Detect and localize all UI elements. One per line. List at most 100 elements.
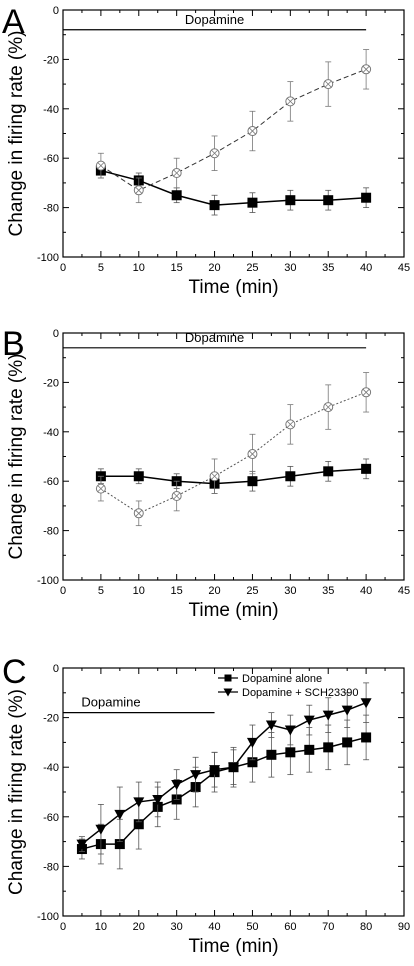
data-point — [114, 839, 125, 850]
data-point — [303, 715, 315, 726]
data-point — [247, 197, 258, 208]
data-point — [133, 797, 145, 808]
y-tick-label: 0 — [53, 5, 59, 17]
data-point — [266, 749, 277, 760]
data-point-cross — [287, 421, 294, 428]
data-point — [133, 471, 144, 482]
x-tick-label: 40 — [360, 585, 372, 597]
y-axis-label: Change in firing rate (%) — [6, 354, 27, 560]
series-line — [100, 391, 367, 514]
data-point-cross — [173, 492, 180, 500]
data-point-cross — [287, 98, 294, 105]
x-tick-label: 15 — [171, 585, 183, 597]
y-tick-label: 0 — [53, 328, 59, 340]
data-point-cross — [324, 80, 332, 88]
chart-panel-b: 0 5 10 15 20 25 30 35 40 45 0 -20 -40 -60 -80 -100 Time … — [6, 328, 410, 621]
x-tick-label: 80 — [360, 921, 372, 933]
data-point — [247, 757, 258, 768]
data-point-cross — [249, 450, 256, 458]
data-point-cross — [362, 65, 370, 73]
data-point-cross — [249, 127, 256, 135]
data-point — [95, 824, 107, 835]
y-axis-label: Change in firing rate (%) — [6, 689, 27, 895]
data-point — [322, 710, 334, 721]
data-point — [342, 737, 353, 748]
x-tick-label: 35 — [322, 262, 334, 274]
y-tick-label: -100 — [37, 252, 59, 264]
x-tick-label: 0 — [60, 921, 66, 933]
y-tick-label: -60 — [43, 812, 59, 824]
data-point — [284, 725, 296, 736]
legend-label: Dopamine + SCH23390 — [242, 687, 359, 699]
x-axis-label: Time (min) — [188, 936, 278, 957]
dopamine-label: Dopamine — [81, 695, 140, 710]
y-axis-label: Change in firing rate (%) — [6, 31, 27, 237]
data-point — [304, 744, 315, 755]
data-point — [361, 732, 372, 743]
data-point — [247, 476, 258, 487]
data-point-cross — [135, 510, 143, 517]
data-point — [209, 200, 220, 211]
x-axis-label: Time (min) — [188, 277, 278, 298]
data-point-cross — [97, 485, 105, 492]
data-point — [285, 747, 296, 758]
x-tick-label: 40 — [208, 921, 220, 933]
y-tick-label: -80 — [43, 203, 59, 215]
y-tick-label: -100 — [37, 575, 59, 587]
y-tick-label: -40 — [43, 104, 59, 116]
data-point — [114, 809, 126, 820]
x-tick-label: 0 — [60, 262, 66, 274]
data-point-cross — [97, 162, 105, 169]
x-axis-label: Time (min) — [188, 600, 278, 621]
x-tick-label: 25 — [246, 262, 258, 274]
data-point-cross — [173, 169, 180, 177]
x-tick-label: 5 — [98, 262, 104, 274]
x-tick-label: 20 — [133, 921, 145, 933]
series-c-1 — [76, 714, 372, 870]
y-tick-label: -40 — [43, 762, 59, 774]
series-line — [81, 736, 367, 850]
dopamine-label: Dopamine — [185, 12, 244, 27]
y-tick-label: -20 — [43, 713, 59, 725]
data-point-cross — [324, 403, 332, 411]
x-tick-label: 30 — [171, 921, 183, 933]
x-tick-label: 10 — [133, 585, 145, 597]
x-tick-label: 35 — [322, 585, 334, 597]
chart-panel-a: 0 5 10 15 20 25 30 35 40 45 0 -20 -40 -60 -80 -100 Time … — [6, 5, 410, 298]
series-line — [100, 169, 367, 206]
x-tick-label: 25 — [246, 585, 258, 597]
y-tick-label: 0 — [53, 663, 59, 675]
panel-letter-b: B — [2, 325, 25, 363]
data-point — [133, 819, 144, 830]
y-tick-label: -20 — [43, 54, 59, 66]
legend-marker — [224, 674, 232, 682]
series-line — [100, 68, 367, 191]
data-point — [171, 780, 183, 791]
data-point — [323, 466, 334, 477]
y-tick-label: -60 — [43, 153, 59, 165]
dopamine-label: Dopamine — [185, 330, 244, 345]
series-a-2 — [95, 49, 372, 204]
panel-letter-c: C — [2, 653, 27, 691]
x-tick-label: 70 — [322, 921, 334, 933]
data-point — [209, 765, 221, 776]
data-point — [341, 705, 353, 716]
data-point — [323, 742, 334, 753]
x-tick-label: 60 — [284, 921, 296, 933]
x-tick-label: 0 — [60, 585, 66, 597]
data-point — [190, 770, 202, 781]
data-point — [152, 794, 164, 805]
plot-frame — [62, 332, 405, 581]
panel-letter-a: A — [2, 3, 25, 41]
legend-label: Dopamine alone — [242, 673, 322, 685]
x-tick-label: 30 — [284, 262, 296, 274]
x-tick-label: 40 — [360, 262, 372, 274]
data-point — [265, 720, 277, 731]
series-c-2 — [76, 682, 372, 855]
x-tick-label: 20 — [208, 262, 220, 274]
x-tick-label: 10 — [95, 921, 107, 933]
x-tick-label: 15 — [171, 262, 183, 274]
series-b-2 — [95, 372, 372, 527]
plot-frame — [62, 9, 405, 258]
